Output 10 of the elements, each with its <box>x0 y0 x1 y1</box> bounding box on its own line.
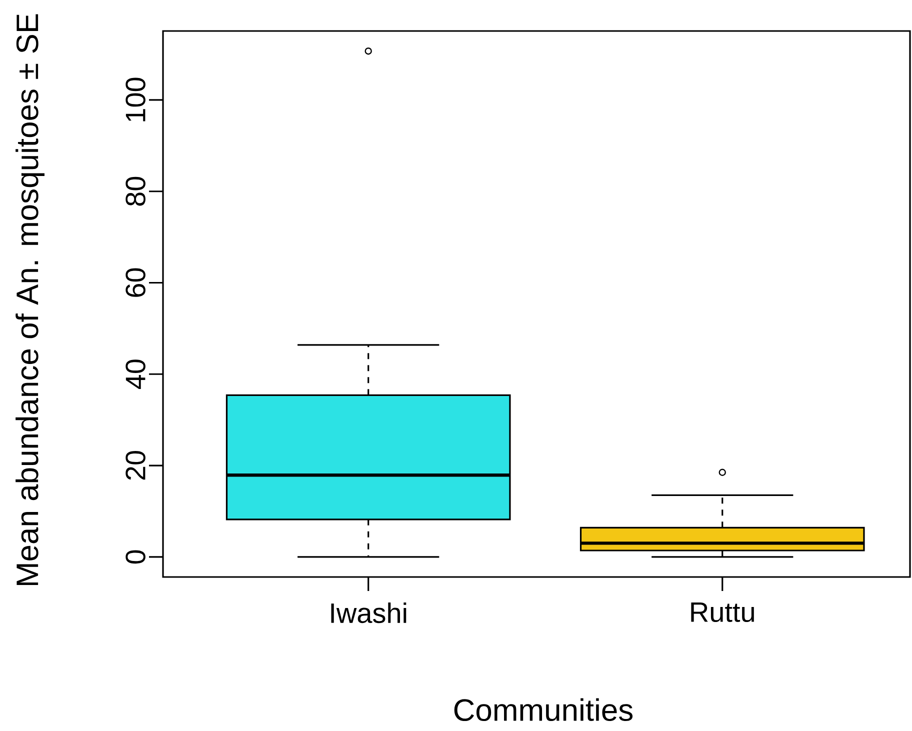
x-tick-label: Iwashi <box>331 602 406 624</box>
y-axis-title: Mean abundance of An. mosquitoes ± SE <box>16 14 44 586</box>
x-tick-label: Ruttu <box>691 602 754 622</box>
y-tick-label: 100 <box>126 78 146 122</box>
y-tick-label: 0 <box>126 550 146 564</box>
y-tick-label: 20 <box>126 451 146 480</box>
x-axis-title: Communities <box>454 698 633 722</box>
y-tick-label: 40 <box>126 360 146 390</box>
y-tick-label: 60 <box>126 268 146 297</box>
y-tick-label: 80 <box>126 176 146 206</box>
